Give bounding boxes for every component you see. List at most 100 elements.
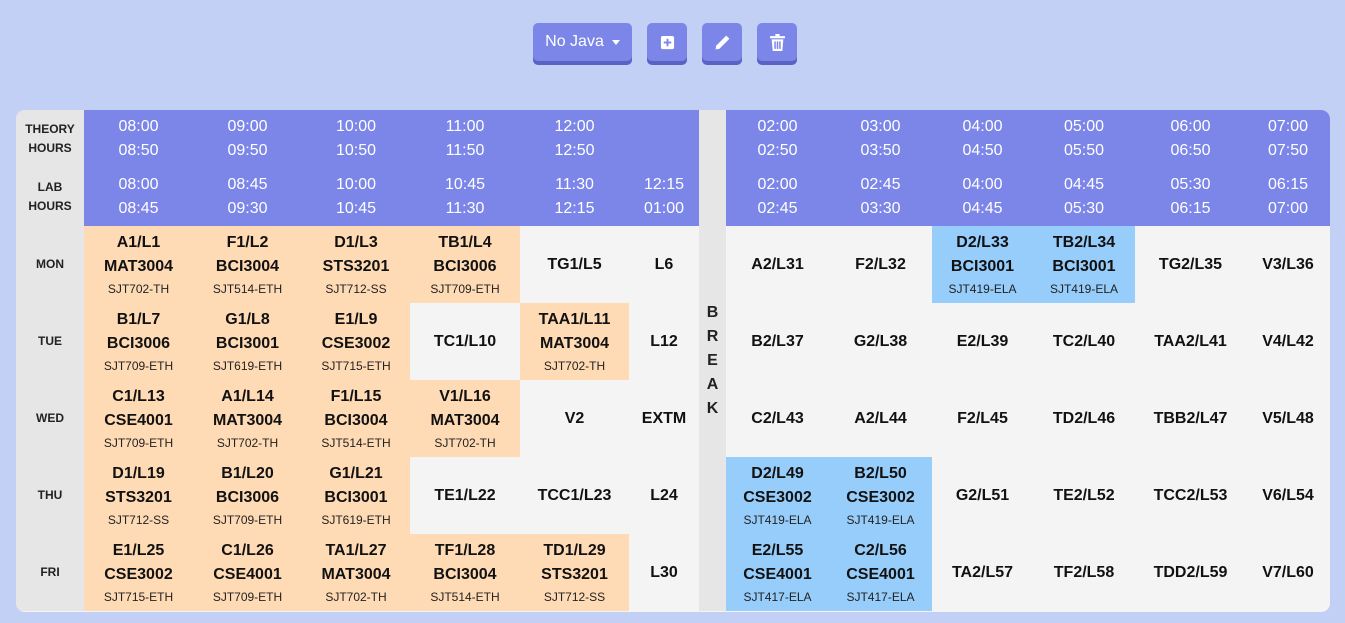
slot-cell[interactable]: L24 xyxy=(629,457,699,534)
slot-cell[interactable]: V7/L60 xyxy=(1246,534,1330,611)
course-code: MAT3004 xyxy=(103,257,174,275)
slot-cell[interactable]: C2/L56 CSE4001 SJT417-ELA xyxy=(829,534,932,611)
day-row-fri: FRI E1/L25 CSE3002 SJT715-ETH C1/L26 CSE4001 S… xyxy=(16,534,1330,611)
slot-cell[interactable]: A1/L1 MAT3004 SJT702-TH xyxy=(84,226,193,303)
slot-cell[interactable]: F2/L32 xyxy=(829,226,932,303)
slot-cell[interactable]: TB2/L34 BCI3001 SJT419-ELA xyxy=(1033,226,1135,303)
slot-cell[interactable]: TF2/L58 xyxy=(1033,534,1135,611)
slot-code: G2/L51 xyxy=(955,486,1010,504)
slot-cell[interactable]: TG2/L35 xyxy=(1135,226,1246,303)
slot-cell[interactable]: EXTM xyxy=(629,380,699,457)
start-time: 12:00 xyxy=(554,118,595,135)
slot-code: A1/L1 xyxy=(116,233,161,251)
theory-time-cell: 07:00 07:50 xyxy=(1246,110,1330,168)
slot-cell[interactable]: V6/L54 xyxy=(1246,457,1330,534)
slot-cell[interactable]: TDD2/L59 xyxy=(1135,534,1246,611)
slot-cell[interactable]: V4/L42 xyxy=(1246,303,1330,380)
venue: SJT715-ETH xyxy=(103,589,174,604)
slot-cell[interactable]: L6 xyxy=(629,226,699,303)
slot-cell[interactable]: TE2/L52 xyxy=(1033,457,1135,534)
break-letter: A xyxy=(706,375,719,393)
slot-cell[interactable]: F1/L2 BCI3004 SJT514-ETH xyxy=(193,226,302,303)
slot-cell[interactable]: G2/L38 xyxy=(829,303,932,380)
slot-cell[interactable]: B2/L50 CSE3002 SJT419-ELA xyxy=(829,457,932,534)
slot-cell[interactable]: TA2/L57 xyxy=(932,534,1033,611)
slot-cell[interactable]: B1/L20 BCI3006 SJT709-ETH xyxy=(193,457,302,534)
slot-cell[interactable]: TAA1/L11 MAT3004 SJT702-TH xyxy=(520,303,629,380)
slot-cell[interactable]: B2/L37 xyxy=(726,303,829,380)
slot-cell[interactable]: TAA2/L41 xyxy=(1135,303,1246,380)
course-code: MAT3004 xyxy=(539,334,610,352)
slot-cell[interactable]: G1/L21 BCI3001 SJT619-ETH xyxy=(302,457,410,534)
slot-cell[interactable]: TC1/L10 xyxy=(410,303,520,380)
slot-cell[interactable]: F1/L15 BCI3004 SJT514-ETH xyxy=(302,380,410,457)
slot-cell[interactable]: TBB2/L47 xyxy=(1135,380,1246,457)
start-time: 04:45 xyxy=(1063,176,1105,193)
slot-cell[interactable]: C2/L43 xyxy=(726,380,829,457)
slot-cell[interactable]: TE1/L22 xyxy=(410,457,520,534)
slot-cell[interactable]: D1/L3 STS3201 SJT712-SS xyxy=(302,226,410,303)
slot-cell[interactable]: G2/L51 xyxy=(932,457,1033,534)
slot-code: L30 xyxy=(650,563,678,581)
lab-time-cell: 02:45 03:30 xyxy=(829,168,932,226)
slot-cell[interactable]: E2/L39 xyxy=(932,303,1033,380)
trash-icon xyxy=(769,33,785,51)
slot-code: TA2/L57 xyxy=(951,563,1014,581)
slot-cell[interactable]: D2/L49 CSE3002 SJT419-ELA xyxy=(726,457,829,534)
slot-cell[interactable]: D1/L19 STS3201 SJT712-SS xyxy=(84,457,193,534)
course-code: BCI3001 xyxy=(950,257,1015,275)
slot-cell[interactable]: TCC2/L53 xyxy=(1135,457,1246,534)
slot-code: V7/L60 xyxy=(1262,563,1314,581)
delete-timetable-button[interactable] xyxy=(757,23,797,61)
course-code: BCI3006 xyxy=(106,334,171,352)
slot-cell[interactable]: E2/L55 CSE4001 SJT417-ELA xyxy=(726,534,829,611)
caret-down-icon xyxy=(611,39,620,45)
slot-cell[interactable]: G1/L8 BCI3001 SJT619-ETH xyxy=(193,303,302,380)
slot-cell[interactable]: C1/L13 CSE4001 SJT709-ETH xyxy=(84,380,193,457)
theory-time-cell: 06:00 06:50 xyxy=(1135,110,1246,168)
slot-cell[interactable]: TC2/L40 xyxy=(1033,303,1135,380)
slot-cell[interactable]: V5/L48 xyxy=(1246,380,1330,457)
venue: SJT712-SS xyxy=(107,512,170,527)
slot-cell[interactable]: A2/L44 xyxy=(829,380,932,457)
slot-cell[interactable]: TD2/L46 xyxy=(1033,380,1135,457)
end-time: 01:00 xyxy=(643,200,685,217)
theory-hours-row: THEORY HOURS 08:00 08:50 09:00 09:50 10:00 10:5… xyxy=(16,110,1330,611)
slot-cell[interactable]: F2/L45 xyxy=(932,380,1033,457)
slot-cell[interactable]: TD1/L29 STS3201 SJT712-SS xyxy=(520,534,629,611)
dropdown-label: No Java xyxy=(545,33,604,50)
header-label-line: THEORY xyxy=(25,122,75,136)
slot-cell[interactable]: E1/L25 CSE3002 SJT715-ETH xyxy=(84,534,193,611)
slot-cell[interactable]: TA1/L27 MAT3004 SJT702-TH xyxy=(302,534,410,611)
slot-cell[interactable]: V2 xyxy=(520,380,629,457)
slot-cell[interactable]: L12 xyxy=(629,303,699,380)
slot-cell[interactable]: A1/L14 MAT3004 SJT702-TH xyxy=(193,380,302,457)
slot-cell[interactable]: A2/L31 xyxy=(726,226,829,303)
slot-cell[interactable]: TCC1/L23 xyxy=(520,457,629,534)
campus-dropdown-button[interactable]: No Java xyxy=(533,23,632,61)
add-timetable-button[interactable] xyxy=(647,23,687,61)
theory-time-cell: 10:00 10:50 xyxy=(302,110,410,168)
course-code: BCI3004 xyxy=(433,565,497,583)
slot-code: TC1/L10 xyxy=(433,332,497,350)
slot-cell[interactable]: C1/L26 CSE4001 SJT709-ETH xyxy=(193,534,302,611)
slot-code: C1/L26 xyxy=(221,541,274,559)
slot-code: G2/L38 xyxy=(853,332,908,350)
slot-cell[interactable]: B1/L7 BCI3006 SJT709-ETH xyxy=(84,303,193,380)
slot-code: TF2/L58 xyxy=(1053,563,1115,581)
slot-cell[interactable]: L30 xyxy=(629,534,699,611)
slot-cell[interactable]: TG1/L5 xyxy=(520,226,629,303)
end-time: 07:00 xyxy=(1267,200,1309,217)
slot-code: C2/L43 xyxy=(751,409,804,427)
slot-cell[interactable]: TB1/L4 BCI3006 SJT709-ETH xyxy=(410,226,520,303)
course-code: MAT3004 xyxy=(212,411,283,429)
slot-cell[interactable]: V3/L36 xyxy=(1246,226,1330,303)
edit-timetable-button[interactable] xyxy=(702,23,742,61)
slot-cell[interactable]: D2/L33 BCI3001 SJT419-ELA xyxy=(932,226,1033,303)
course-code: MAT3004 xyxy=(430,411,500,429)
slot-cell[interactable]: V1/L16 MAT3004 SJT702-TH xyxy=(410,380,520,457)
slot-cell[interactable]: TF1/L28 BCI3004 SJT514-ETH xyxy=(410,534,520,611)
slot-cell[interactable]: E1/L9 CSE3002 SJT715-ETH xyxy=(302,303,410,380)
theory-time-cell: 11:00 11:50 xyxy=(410,110,520,168)
slot-code: TE2/L52 xyxy=(1053,486,1115,504)
